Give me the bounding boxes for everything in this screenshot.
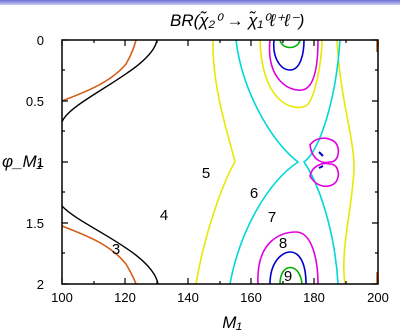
contour-line-8-dots bbox=[318, 151, 324, 169]
contour-line-7-island-upper bbox=[309, 137, 340, 164]
x-tick-label: 100 bbox=[51, 290, 73, 305]
y-tick-label: 0.5 bbox=[26, 94, 44, 109]
contour-label-6: 6 bbox=[250, 185, 258, 202]
x-tick-label: 120 bbox=[114, 290, 136, 305]
y-tick-label: 0 bbox=[37, 33, 44, 48]
contour-line-8-bottom bbox=[269, 251, 307, 284]
contour-line-5-left bbox=[195, 40, 236, 284]
x-tick-label: 200 bbox=[367, 290, 389, 305]
contour-line-5-top-loop bbox=[259, 40, 323, 109]
y-tick-label: 1 bbox=[37, 155, 44, 170]
x-axis-label: M₁ bbox=[222, 313, 242, 332]
contour-line-6-right bbox=[302, 40, 341, 284]
y-tick-label: 1.5 bbox=[26, 216, 44, 231]
y-tick-label: 2 bbox=[37, 277, 44, 292]
contour-lines bbox=[62, 40, 378, 284]
contour-label-3: 3 bbox=[112, 241, 120, 258]
contour-line-7-bottom bbox=[257, 231, 319, 284]
contour-line-8-top bbox=[272, 40, 305, 71]
contour-line-3-top bbox=[62, 40, 137, 102]
contour-line-9-top bbox=[279, 40, 301, 49]
contour-line-3-bottom bbox=[62, 225, 137, 284]
y-tick-labels: 0 0.5 1 1.5 2 bbox=[26, 33, 44, 292]
x-tick-label: 180 bbox=[303, 290, 325, 305]
slide-top-bar bbox=[0, 0, 400, 5]
plot-title: BR(χ̃₂⁰ → χ̃₁⁰ℓ⁺ℓ⁻) bbox=[170, 10, 304, 30]
contour-line-6-left bbox=[229, 40, 300, 284]
contour-label-9: 9 bbox=[284, 268, 292, 285]
y-axis-label: φ_M₁ bbox=[2, 152, 42, 171]
contour-label-7: 7 bbox=[268, 209, 276, 226]
contour-labels: 3 4 5 6 7 8 9 bbox=[112, 165, 292, 285]
contour-line-7-island-lower bbox=[309, 162, 340, 188]
contour-line-4 bbox=[62, 40, 159, 284]
x-tick-label: 140 bbox=[177, 290, 199, 305]
axis-ticks bbox=[61, 39, 379, 285]
contour-line-5-right bbox=[336, 40, 355, 284]
x-tick-label: 160 bbox=[240, 290, 262, 305]
contour-label-8: 8 bbox=[279, 235, 287, 252]
contour-label-4: 4 bbox=[160, 207, 168, 224]
contour-line-9-bottom bbox=[279, 266, 303, 284]
contour-line-7-top bbox=[268, 40, 319, 91]
x-tick-labels: 100 120 140 160 180 200 bbox=[51, 290, 389, 305]
contour-label-5: 5 bbox=[202, 165, 210, 182]
